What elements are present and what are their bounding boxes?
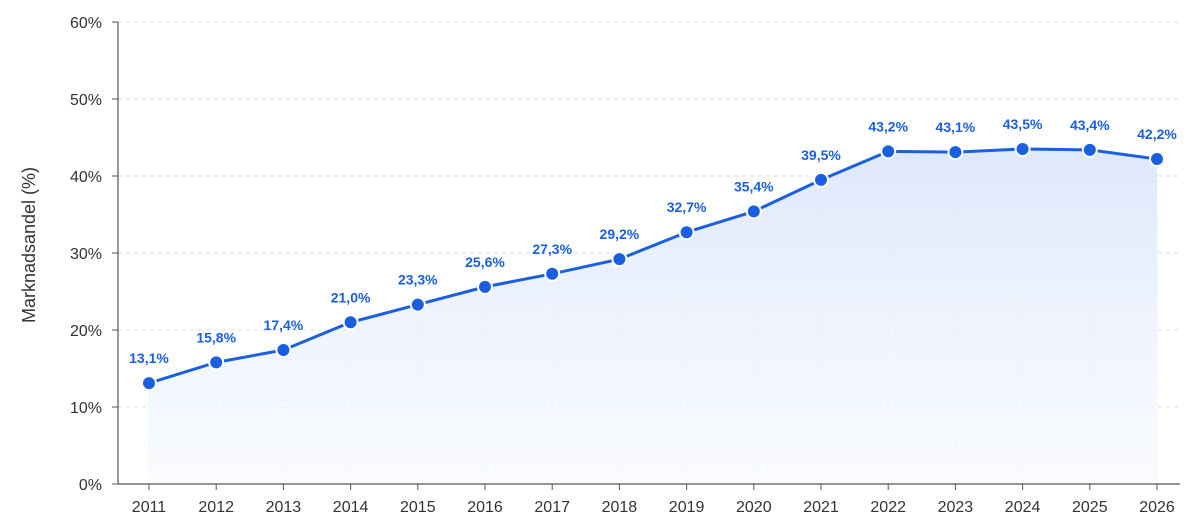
x-tick-label: 2025	[1072, 499, 1108, 516]
data-labels: 13,1% 15,8% 17,4% 21,0% 23,3% 25,6% 27,3% 29,2%…	[129, 116, 1177, 366]
series-polyline	[147, 147, 1159, 385]
data-point	[947, 144, 964, 161]
x-tick-label: 2011	[132, 499, 167, 516]
data-point	[1014, 141, 1031, 158]
data-label: 27,3%	[532, 241, 572, 257]
data-label: 15,8%	[196, 329, 236, 345]
data-label: 43,1%	[936, 119, 976, 135]
data-point	[745, 203, 762, 220]
data-point	[1081, 141, 1098, 158]
y-tick-label: 20%	[70, 323, 102, 340]
x-tick-label: 2023	[938, 499, 974, 516]
x-tick-label: 2015	[400, 499, 436, 516]
y-axis-title: Marknadsandel (%)	[19, 167, 39, 323]
data-label: 25,6%	[465, 254, 505, 270]
data-label: 32,7%	[667, 199, 707, 215]
data-label: 43,5%	[1003, 116, 1043, 132]
x-tick-label: 2026	[1139, 499, 1175, 516]
data-label: 21,0%	[331, 289, 371, 305]
data-points	[141, 141, 1165, 392]
data-point	[611, 251, 628, 268]
data-point	[342, 314, 359, 331]
x-tick-label: 2019	[669, 499, 705, 516]
x-tick-label: 2020	[736, 499, 772, 516]
data-label: 39,5%	[801, 147, 841, 163]
data-label: 43,4%	[1070, 117, 1110, 133]
y-tick-label: 0%	[79, 477, 102, 494]
data-point	[813, 171, 829, 188]
y-tick-label: 60%	[70, 15, 102, 32]
y-tick-label: 10%	[70, 400, 102, 417]
area-path	[149, 149, 1157, 485]
data-point	[409, 296, 426, 313]
data-point	[275, 342, 292, 359]
data-point	[1149, 151, 1165, 168]
data-label: 43,2%	[868, 118, 908, 134]
data-label: 42,2%	[1137, 126, 1177, 142]
data-label: 29,2%	[600, 226, 640, 242]
data-point	[208, 354, 225, 371]
x-tick-label: 2018	[602, 499, 638, 516]
data-point	[141, 375, 157, 392]
axes: 0% 10% 20% 30% 40% 50% 60% 2011 2012 2013 2014 2015…	[70, 15, 1180, 516]
data-label: 35,4%	[734, 178, 774, 194]
data-point	[880, 143, 897, 160]
x-tick-label: 2017	[534, 499, 570, 516]
y-tick-label: 50%	[70, 92, 102, 109]
data-label: 17,4%	[264, 317, 304, 333]
data-label: 13,1%	[129, 350, 169, 366]
data-point	[678, 224, 695, 241]
data-label: 23,3%	[398, 272, 438, 288]
data-point	[477, 278, 493, 295]
x-tick-label: 2013	[266, 499, 302, 516]
x-tick-label: 2024	[1005, 499, 1041, 516]
x-tick-label: 2016	[467, 499, 503, 516]
area-fill	[149, 149, 1157, 485]
series-line	[147, 147, 1159, 385]
x-tick-label: 2014	[333, 499, 369, 516]
y-tick-label: 30%	[70, 246, 102, 263]
x-tick-label: 2022	[870, 499, 906, 516]
x-tick-label: 2012	[198, 499, 234, 516]
data-point	[544, 265, 561, 282]
y-tick-label: 40%	[70, 169, 102, 186]
x-tick-label: 2021	[803, 499, 839, 516]
